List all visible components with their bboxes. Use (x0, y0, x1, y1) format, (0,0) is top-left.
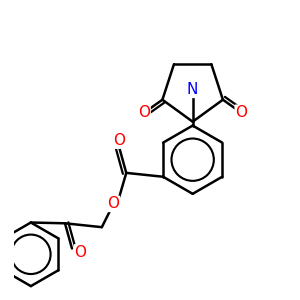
Text: O: O (235, 105, 247, 120)
Text: O: O (74, 245, 86, 260)
Text: O: O (138, 105, 150, 120)
Text: O: O (113, 133, 125, 148)
Text: N: N (187, 82, 198, 98)
Text: O: O (107, 196, 119, 211)
